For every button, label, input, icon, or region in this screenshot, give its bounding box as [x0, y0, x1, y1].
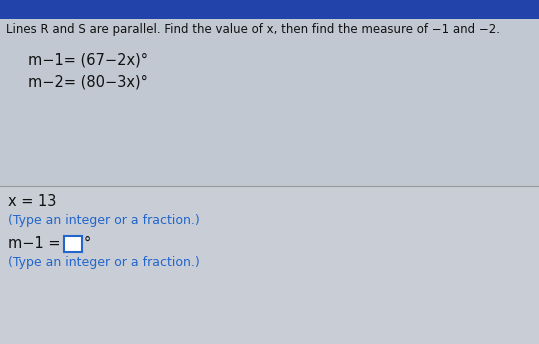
- Bar: [0, 186, 539, 344]
- Text: (Type an integer or a fraction.): (Type an integer or a fraction.): [8, 256, 200, 269]
- Text: x = 13: x = 13: [8, 194, 57, 209]
- Text: m−1= (67−2x)°: m−1= (67−2x)°: [28, 53, 148, 68]
- Bar: [0, 19, 539, 186]
- Bar: [64, 236, 82, 252]
- Bar: [0, 0, 539, 19]
- Text: (Type an integer or a fraction.): (Type an integer or a fraction.): [8, 214, 200, 227]
- Text: Lines R and S are parallel. Find the value of x, then find the measure of −1 and: Lines R and S are parallel. Find the val…: [6, 23, 500, 36]
- Text: m−1 =: m−1 =: [8, 236, 60, 251]
- Text: °: °: [84, 236, 91, 251]
- Text: m−2= (80−3x)°: m−2= (80−3x)°: [28, 75, 148, 90]
